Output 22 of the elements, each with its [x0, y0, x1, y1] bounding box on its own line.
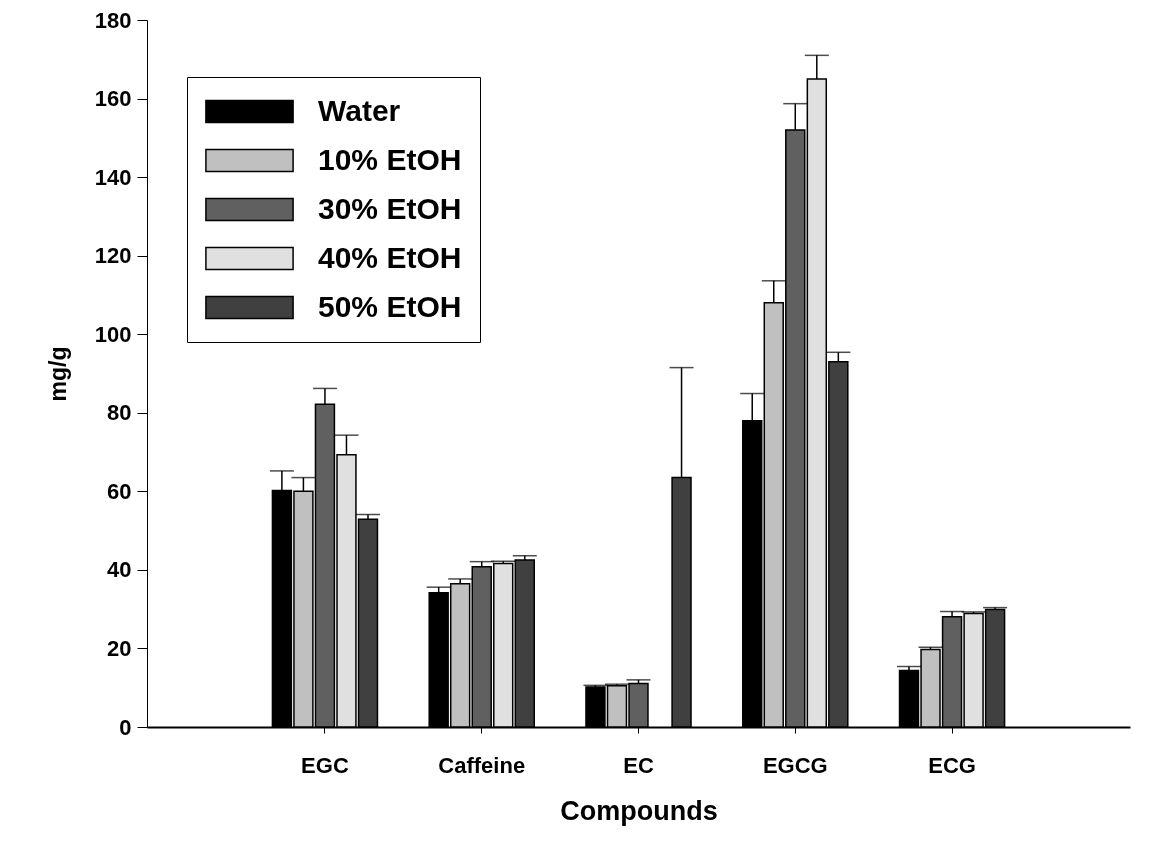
- y-tick-label: 80: [107, 400, 132, 426]
- y-tick-label: 140: [94, 164, 132, 190]
- y-axis-title: mg/g: [44, 346, 71, 402]
- x-tick-label: ECG: [928, 752, 976, 778]
- y-tick-label: 0: [119, 714, 132, 740]
- y-tick-label: 160: [94, 86, 132, 112]
- y-tick-label: 60: [107, 478, 132, 504]
- legend-label: Water: [318, 93, 401, 127]
- y-tick-label: 120: [94, 243, 132, 269]
- y-tick-label: 40: [107, 557, 132, 583]
- legend-label: 40% EtOH: [318, 240, 462, 274]
- y-tick-label: 100: [94, 321, 132, 347]
- y-tick-label: 20: [107, 635, 132, 661]
- x-axis-title: Compounds: [560, 795, 718, 826]
- x-tick-label: EGCG: [762, 752, 828, 778]
- legend-label: 10% EtOH: [318, 142, 462, 176]
- legend-label: 50% EtOH: [318, 289, 462, 323]
- x-tick-label: Caffeine: [438, 752, 526, 778]
- legend-label: 30% EtOH: [318, 191, 462, 225]
- x-tick-label: EC: [623, 752, 654, 778]
- x-tick-label: EGC: [301, 752, 349, 778]
- y-tick-label: 180: [94, 7, 132, 33]
